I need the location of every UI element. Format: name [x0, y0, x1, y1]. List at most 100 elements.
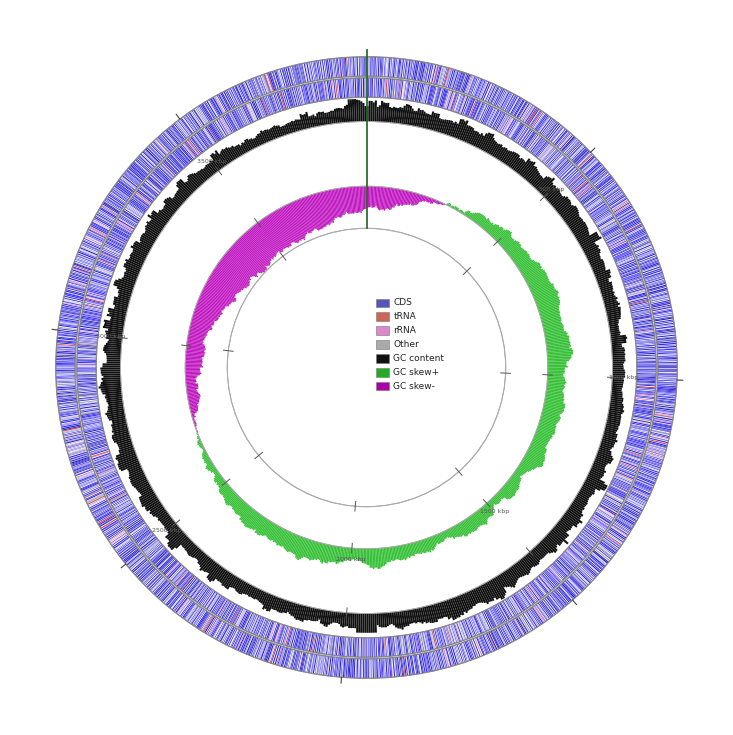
Polygon shape — [216, 567, 225, 580]
Polygon shape — [417, 62, 421, 81]
Polygon shape — [161, 586, 174, 601]
Polygon shape — [590, 520, 606, 531]
Polygon shape — [403, 81, 407, 100]
Polygon shape — [229, 576, 238, 588]
Polygon shape — [114, 296, 130, 303]
Polygon shape — [65, 293, 84, 297]
Polygon shape — [586, 198, 601, 209]
Polygon shape — [435, 87, 441, 107]
Polygon shape — [294, 65, 299, 85]
Polygon shape — [140, 492, 155, 503]
Polygon shape — [498, 90, 508, 108]
Polygon shape — [636, 476, 655, 484]
Polygon shape — [468, 517, 478, 529]
Polygon shape — [69, 451, 88, 458]
Polygon shape — [275, 93, 281, 111]
Polygon shape — [633, 484, 652, 492]
Polygon shape — [498, 148, 508, 161]
Polygon shape — [209, 565, 222, 582]
Polygon shape — [517, 158, 531, 174]
Polygon shape — [328, 656, 331, 676]
Polygon shape — [507, 569, 517, 584]
Polygon shape — [110, 494, 128, 503]
Polygon shape — [78, 337, 97, 340]
Polygon shape — [384, 613, 387, 628]
Polygon shape — [531, 111, 542, 127]
Polygon shape — [413, 82, 417, 101]
Polygon shape — [190, 581, 202, 598]
Polygon shape — [309, 541, 316, 561]
Polygon shape — [635, 398, 655, 401]
Polygon shape — [571, 146, 586, 161]
Polygon shape — [424, 196, 427, 201]
Polygon shape — [493, 606, 503, 623]
Polygon shape — [295, 629, 301, 648]
Polygon shape — [545, 397, 564, 402]
Polygon shape — [488, 224, 498, 234]
Polygon shape — [429, 198, 432, 203]
Polygon shape — [239, 633, 247, 651]
Polygon shape — [645, 453, 664, 459]
Polygon shape — [175, 536, 188, 549]
Polygon shape — [386, 57, 388, 77]
Polygon shape — [610, 328, 619, 331]
Polygon shape — [465, 98, 474, 116]
Polygon shape — [78, 475, 96, 483]
Polygon shape — [550, 193, 562, 205]
Polygon shape — [532, 548, 542, 559]
Polygon shape — [314, 193, 325, 227]
Polygon shape — [56, 358, 75, 359]
Polygon shape — [558, 162, 572, 176]
Polygon shape — [390, 612, 393, 624]
Polygon shape — [360, 101, 363, 121]
Polygon shape — [631, 421, 650, 426]
Polygon shape — [67, 284, 86, 290]
Polygon shape — [418, 654, 421, 673]
Polygon shape — [338, 637, 340, 656]
Polygon shape — [476, 79, 483, 98]
Polygon shape — [230, 246, 260, 273]
Polygon shape — [594, 269, 606, 275]
Polygon shape — [598, 218, 616, 229]
Polygon shape — [204, 559, 214, 573]
Polygon shape — [410, 60, 414, 79]
Polygon shape — [108, 529, 125, 540]
Polygon shape — [483, 107, 492, 124]
Polygon shape — [468, 617, 476, 636]
Polygon shape — [77, 365, 96, 366]
Polygon shape — [130, 474, 146, 483]
Polygon shape — [253, 516, 263, 531]
Polygon shape — [644, 455, 663, 462]
Polygon shape — [336, 547, 339, 564]
Polygon shape — [493, 87, 501, 105]
Polygon shape — [395, 612, 399, 628]
Polygon shape — [652, 423, 671, 428]
Polygon shape — [617, 514, 635, 526]
Polygon shape — [507, 598, 517, 615]
Polygon shape — [244, 511, 257, 526]
Polygon shape — [275, 598, 281, 611]
Polygon shape — [214, 476, 222, 483]
Polygon shape — [648, 287, 667, 294]
Polygon shape — [301, 64, 305, 83]
Polygon shape — [545, 122, 558, 138]
Polygon shape — [137, 157, 152, 171]
Polygon shape — [531, 138, 544, 154]
Polygon shape — [589, 555, 605, 568]
Polygon shape — [509, 567, 520, 579]
Polygon shape — [480, 219, 487, 227]
Polygon shape — [169, 197, 180, 208]
Polygon shape — [540, 418, 557, 424]
Polygon shape — [238, 504, 248, 516]
Polygon shape — [273, 71, 279, 90]
Polygon shape — [328, 80, 332, 99]
Polygon shape — [530, 609, 542, 625]
Polygon shape — [148, 545, 163, 559]
Polygon shape — [583, 562, 599, 575]
Polygon shape — [87, 439, 106, 445]
Polygon shape — [318, 656, 322, 675]
Polygon shape — [407, 656, 410, 675]
Polygon shape — [482, 220, 490, 229]
Polygon shape — [528, 584, 541, 600]
Polygon shape — [583, 562, 597, 576]
